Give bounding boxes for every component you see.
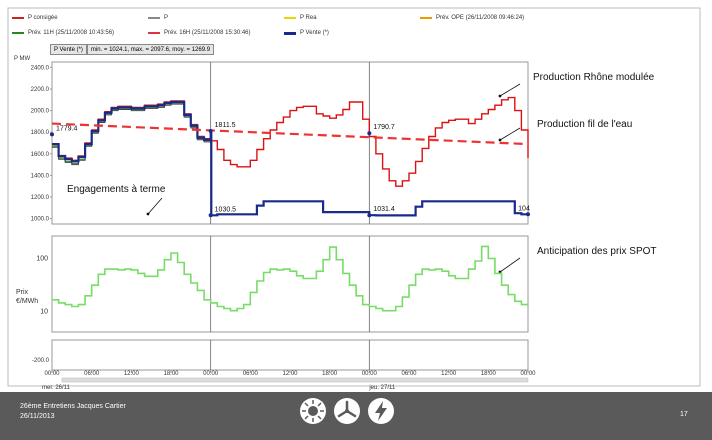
annotation-arrow bbox=[147, 197, 163, 215]
legend-swatch bbox=[284, 31, 296, 35]
price-y-tick-label: 10 bbox=[40, 309, 48, 316]
legend-label: P consigée bbox=[28, 15, 58, 21]
trend-line bbox=[51, 122, 529, 146]
annotation-rhone: Production Rhône modulée bbox=[533, 72, 655, 83]
data-label: 1779.4 bbox=[56, 125, 78, 132]
legend-item-prev-ope[interactable]: Prév. OPE (26/11/2008 09:46:24) bbox=[420, 15, 524, 21]
x-tick-label: 12:00 bbox=[441, 371, 457, 377]
data-label: 104 bbox=[518, 205, 530, 212]
data-label: 1790.7 bbox=[373, 124, 395, 131]
power-y-tick-label: 2400.0 bbox=[31, 65, 50, 71]
power-series-line bbox=[52, 100, 528, 217]
data-label-marker bbox=[367, 131, 372, 136]
price-axis-label-part: Prix bbox=[16, 289, 29, 296]
lightning-logo-icon bbox=[368, 398, 394, 424]
price-axis-label-part: €/MWh bbox=[16, 298, 38, 305]
annotation-arrow-head bbox=[146, 212, 150, 216]
wind-turbine-logo-icon bbox=[334, 398, 360, 424]
footer-event: 26ème Entretiens Jacques Cartier bbox=[20, 403, 126, 410]
legend-swatch bbox=[148, 32, 160, 34]
legend-swatch bbox=[12, 17, 24, 19]
annotation-spot: Anticipation des prix SPOT bbox=[537, 246, 657, 257]
annotation-fil-de-l-eau: Production fil de l'eau bbox=[537, 119, 633, 130]
data-label: 1030.5 bbox=[215, 206, 237, 213]
data-label-marker bbox=[526, 212, 530, 217]
legend-item-p-vente[interactable]: P Vente (*) bbox=[284, 30, 329, 36]
x-tick-label: 06:00 bbox=[401, 371, 417, 377]
x-tick-label: 18:00 bbox=[481, 371, 497, 377]
power-series-line bbox=[52, 102, 212, 164]
legend-swatch bbox=[420, 17, 432, 19]
legend-item-prev-16h[interactable]: Prév. 16H (25/11/2008 15:30:46) bbox=[148, 30, 251, 36]
power-y-tick-label: 1600.0 bbox=[31, 152, 50, 158]
annotation-arrow bbox=[499, 257, 521, 273]
data-label-marker bbox=[367, 213, 372, 218]
x-tick-label: 18:00 bbox=[322, 371, 338, 377]
legend-item-p-rea[interactable]: P Rea bbox=[284, 15, 317, 21]
stat-box-stats: min. = 1024.1, max. = 2097.6, moy. = 126… bbox=[86, 44, 215, 55]
legend-label: Prév. OPE (26/11/2008 09:46:24) bbox=[436, 15, 525, 21]
data-label: 1811.5 bbox=[215, 122, 236, 129]
legend-swatch bbox=[148, 17, 160, 19]
price-y-tick-label: 100 bbox=[36, 255, 48, 262]
x-tick-label: 18:00 bbox=[163, 371, 179, 377]
price-plot-frame bbox=[51, 235, 529, 333]
date-label: mer. 26/11 bbox=[42, 385, 71, 391]
legend-label: P bbox=[164, 15, 169, 21]
power-y-tick-label: 2000.0 bbox=[31, 109, 50, 115]
data-label-marker bbox=[50, 132, 54, 137]
x-tick-label: 00:00 bbox=[362, 371, 378, 377]
price-series-line bbox=[52, 245, 529, 312]
legend-swatch bbox=[12, 32, 24, 34]
bottom-plot-frame bbox=[51, 339, 529, 371]
annotation-arrow bbox=[499, 127, 521, 141]
footer: 26ème Entretiens Jacques Cartier 26/11/2… bbox=[0, 392, 712, 440]
power-y-tick-label: 1000.0 bbox=[31, 217, 50, 223]
stat-box-series: P Vente (*) bbox=[50, 44, 87, 55]
bottom-y-tick-label: -200.0 bbox=[32, 358, 50, 364]
footer-date: 26/11/2013 bbox=[20, 413, 55, 420]
legend-label: Prév. 16H (25/11/2008 15:30:46) bbox=[164, 30, 251, 36]
annotation-arrow bbox=[499, 83, 521, 97]
x-tick-label: 00:00 bbox=[44, 371, 60, 377]
power-y-tick-label: 2200.0 bbox=[31, 87, 50, 93]
legend-label: P Rea bbox=[300, 15, 317, 21]
annotation-arrow-head bbox=[498, 94, 502, 98]
data-label-marker bbox=[208, 213, 213, 218]
annotation-engagements: Engagements à terme bbox=[67, 184, 166, 195]
power-axis-label: P MW bbox=[14, 56, 31, 62]
sun-logo-icon bbox=[300, 398, 326, 424]
x-tick-label: 00:00 bbox=[203, 371, 219, 377]
data-label: 1031.4 bbox=[373, 206, 395, 213]
annotation-arrow-head bbox=[498, 138, 502, 142]
stat-box: P Vente (*) min. = 1024.1, max. = 2097.6… bbox=[50, 44, 215, 55]
page-number: 17 bbox=[680, 411, 688, 418]
power-y-tick-label: 1400.0 bbox=[31, 173, 50, 179]
power-y-tick-label: 1200.0 bbox=[31, 195, 50, 201]
data-label-marker bbox=[208, 128, 213, 133]
date-label: jeu. 27/11 bbox=[368, 385, 396, 391]
power-y-tick-label: 1800.0 bbox=[31, 130, 50, 136]
chart-frame bbox=[7, 7, 701, 387]
power-plot-frame bbox=[51, 61, 529, 225]
x-tick-label: 00:00 bbox=[520, 371, 536, 377]
legend-item-prev-11h[interactable]: Prév. 11H (25/11/2008 10:43:56) bbox=[12, 30, 114, 36]
price-axis-label: Prix €/MWh bbox=[16, 289, 38, 305]
legend-label: Prév. 11H (25/11/2008 10:43:56) bbox=[28, 30, 115, 36]
x-tick-label: 06:00 bbox=[84, 371, 100, 377]
legend-swatch bbox=[284, 17, 296, 19]
x-tick-label: 12:00 bbox=[282, 371, 298, 377]
x-tick-label: 12:00 bbox=[124, 371, 140, 377]
legend-label: P Vente (*) bbox=[300, 30, 329, 36]
legend-item-p[interactable]: P bbox=[148, 15, 168, 21]
power-series-line bbox=[52, 96, 529, 187]
scrollbar-track bbox=[61, 377, 529, 383]
legend-item-p-consigee[interactable]: P consigée bbox=[12, 15, 58, 21]
x-tick-label: 06:00 bbox=[243, 371, 259, 377]
